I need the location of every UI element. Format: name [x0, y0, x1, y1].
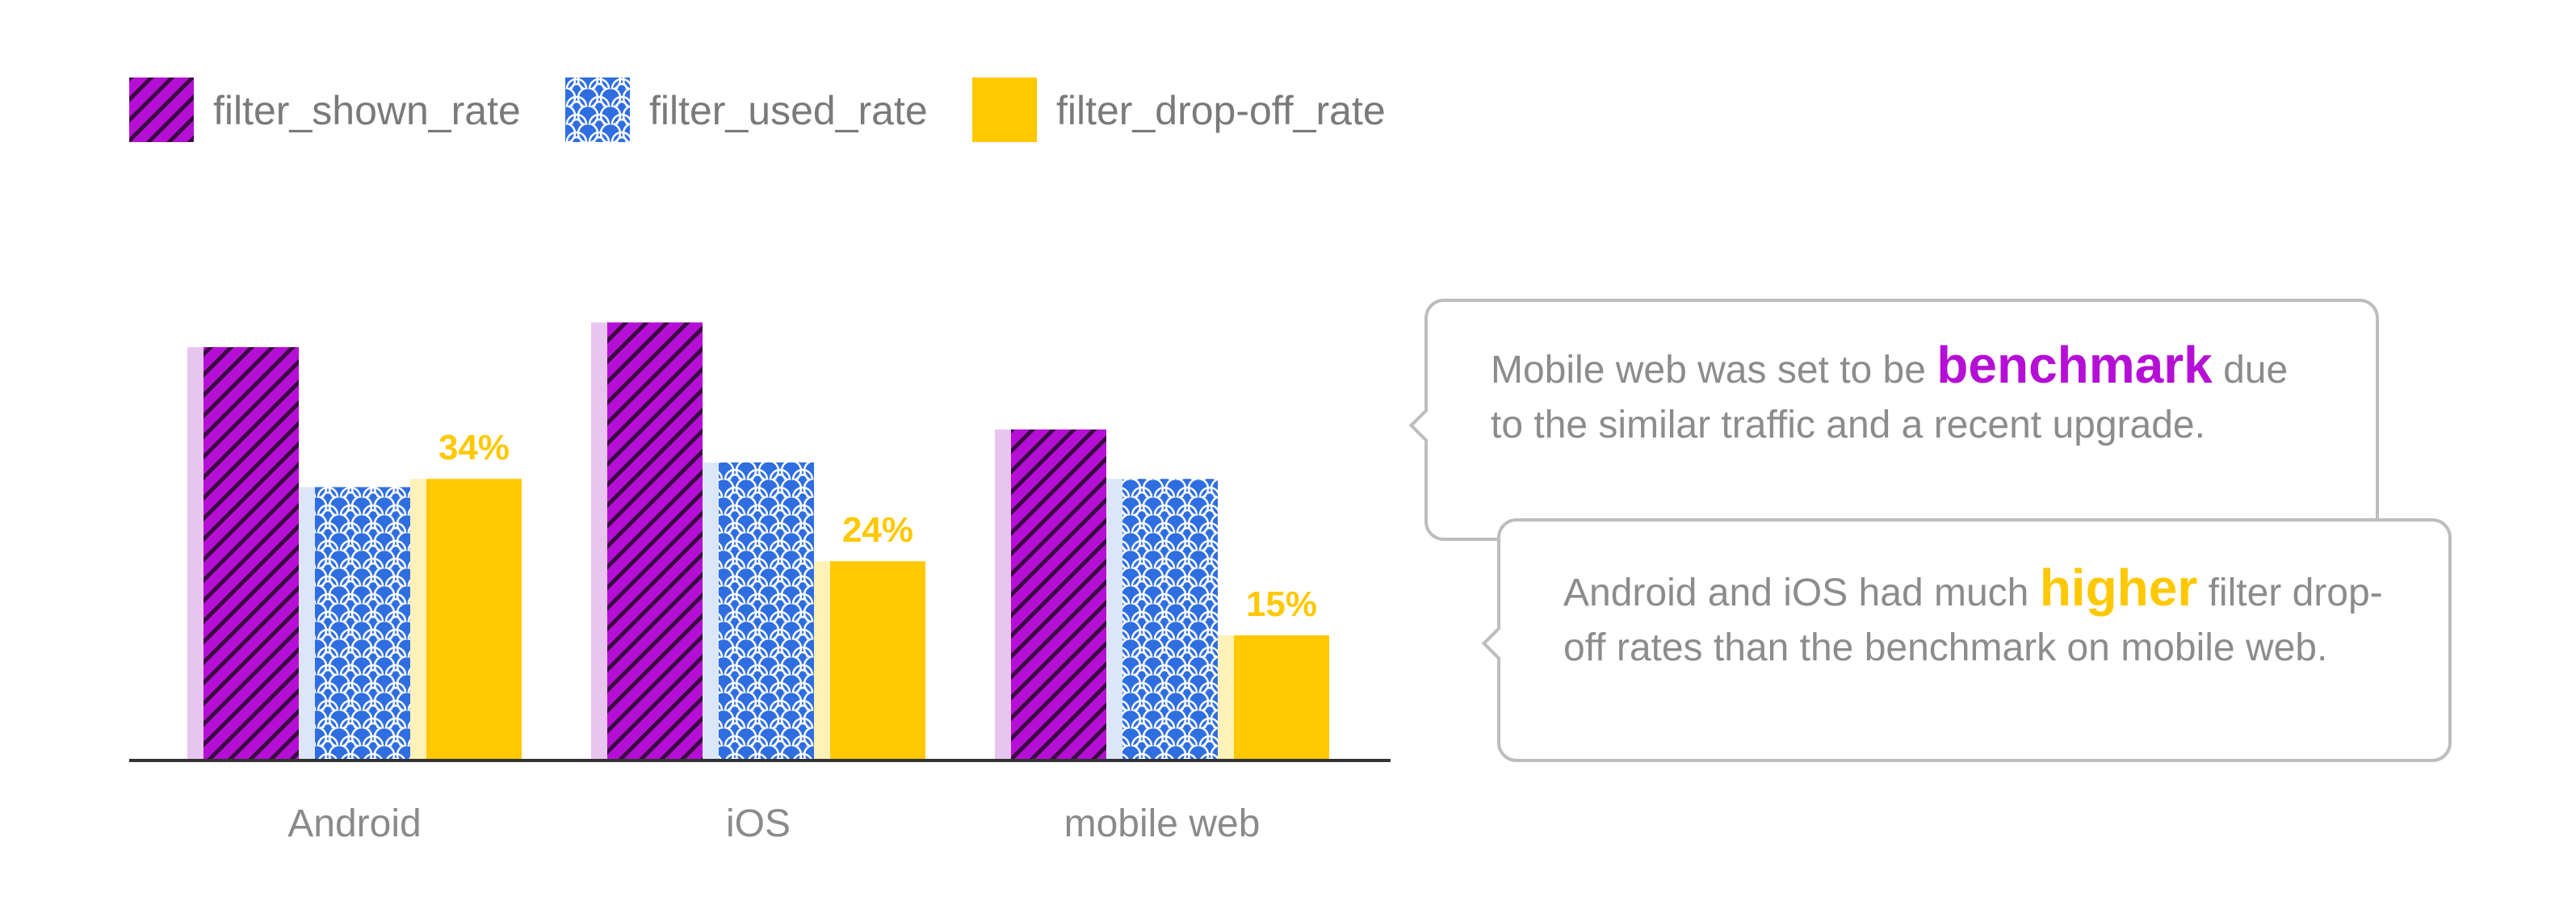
- data-label-iOS: 24%: [842, 510, 913, 550]
- legend-swatch-filter_shown_rate: [129, 77, 194, 142]
- callout-higher: Android and iOS had much higher filter d…: [1481, 518, 2452, 762]
- bar-shadow: [703, 462, 719, 759]
- bar-filter_used_rate-Android: [315, 487, 410, 759]
- callout-text: Android and iOS had much higher filter d…: [1563, 560, 2400, 676]
- callout-text-after: due to the similar traffic and a recent …: [1491, 349, 2289, 446]
- callout-text-before: Mobile web was set to be: [1491, 349, 1937, 392]
- callout-highlight-higher: higher: [2039, 559, 2198, 617]
- callout-highlight-benchmark: benchmark: [1936, 336, 2213, 394]
- legend-swatch-filter_drop-off_rate: [972, 77, 1037, 142]
- bar-shadow: [591, 322, 607, 759]
- bar-filter_shown_rate-mobile-web: [1011, 429, 1106, 759]
- bar-filter_used_rate-iOS: [719, 462, 814, 759]
- legend-label-filter_drop-off_rate: filter_drop-off_rate: [1056, 88, 1386, 133]
- callout-text-after: filter drop-off rates than the benchmark…: [1563, 572, 2383, 669]
- x-axis-ticks: Android iOS mobile web: [287, 802, 1260, 845]
- bar-shadow: [187, 347, 203, 759]
- tick-label-Android: Android: [287, 802, 421, 845]
- bars: [187, 322, 1329, 759]
- tick-label-mobile-web: mobile web: [1064, 802, 1261, 845]
- bar-shadow: [995, 429, 1011, 759]
- bar-shadow: [1218, 635, 1234, 759]
- tick-label-iOS: iOS: [726, 802, 791, 845]
- callout-text: Mobile web was set to be benchmark due t…: [1491, 337, 2327, 453]
- bar-filter_used_rate-mobile-web: [1122, 479, 1218, 759]
- legend-label-filter_used_rate: filter_used_rate: [649, 88, 928, 133]
- bar-filter_drop-off_rate-mobile-web: [1234, 635, 1329, 759]
- data-label-Android: 34%: [438, 428, 510, 467]
- bar-filter_drop-off_rate-Android: [426, 479, 522, 759]
- legend: filter_shown_rate filter_used_rate filter_…: [129, 77, 1386, 142]
- bar-filter_drop-off_rate-iOS: [830, 561, 925, 759]
- callout-benchmark: Mobile web was set to be benchmark due t…: [1408, 299, 2379, 541]
- data-labels: 34% 24% 15%: [438, 428, 1317, 624]
- legend-swatch-filter_used_rate: [565, 77, 630, 142]
- bar-filter_shown_rate-iOS: [607, 322, 703, 759]
- data-label-mobile-web: 15%: [1246, 584, 1317, 624]
- bar-filter_shown_rate-Android: [203, 347, 299, 759]
- bar-shadow: [299, 487, 315, 759]
- bar-shadow: [814, 561, 830, 759]
- bar-shadow: [410, 479, 426, 759]
- legend-label-filter_shown_rate: filter_shown_rate: [213, 88, 521, 133]
- callout-text-before: Android and iOS had much: [1563, 572, 2040, 614]
- bar-shadow: [1106, 479, 1122, 759]
